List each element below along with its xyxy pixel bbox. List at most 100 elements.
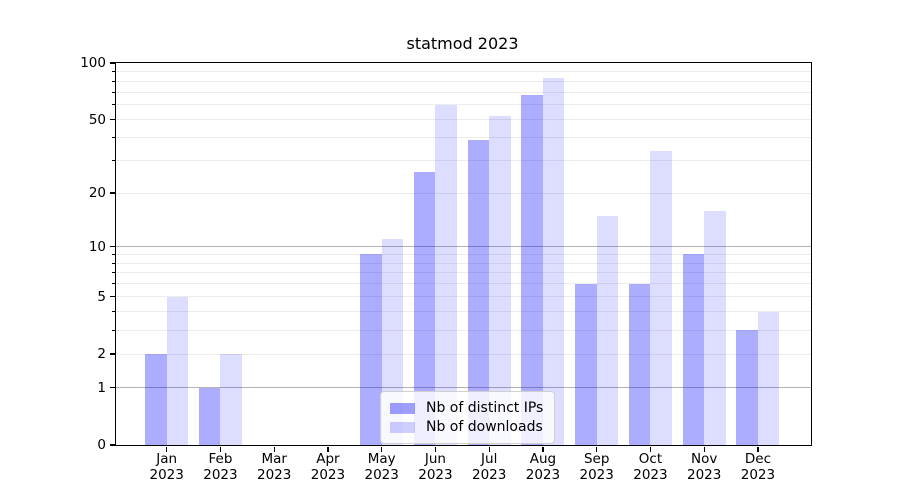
x-tick-month-oct: Oct (638, 451, 663, 467)
bar-nb-of-distinct-ips-aug (521, 94, 543, 445)
x-tick-mark-feb (219, 446, 222, 452)
y-tick-mark-0 (109, 444, 115, 446)
legend-swatch-distinct-ips (390, 402, 415, 414)
bar-nb-of-distinct-ips-nov (682, 254, 705, 445)
x-tick-label-apr: Apr 2023 (293, 451, 363, 483)
x-tick-year-feb: 2023 (203, 467, 238, 483)
gridline-minor-8 (116, 262, 811, 264)
bar-nb-of-downloads-aug (542, 78, 565, 445)
y-minor-tick-4 (111, 311, 115, 313)
legend-row-downloads: Nb of downloads (390, 418, 543, 436)
y-minor-tick-6 (111, 283, 115, 285)
x-tick-month-nov: Nov (691, 451, 718, 467)
x-tick-year-nov: 2023 (687, 467, 722, 483)
x-tick-year-jun: 2023 (418, 467, 453, 483)
x-tick-month-sep: Sep (583, 451, 610, 467)
x-tick-mark-nov (703, 446, 705, 452)
bar-nb-of-downloads-nov (704, 210, 726, 445)
x-tick-mark-apr (327, 446, 329, 452)
y-minor-tick-9 (111, 253, 115, 255)
x-tick-mark-mar (273, 446, 275, 452)
x-tick-mark-jun (434, 446, 437, 452)
y-tick-label-5: 5 (97, 288, 106, 305)
y-tick-mark-5 (109, 296, 115, 298)
y-tick-mark-20 (109, 192, 115, 194)
y-tick-label-100: 100 (80, 55, 106, 71)
y-minor-tick-80 (111, 80, 115, 82)
bar-nb-of-downloads-dec (757, 311, 780, 445)
x-tick-month-apr: Apr (316, 451, 340, 467)
x-tick-label-oct: Oct 2023 (615, 451, 685, 483)
y-minor-tick-70 (111, 91, 115, 93)
x-tick-mark-oct (649, 446, 652, 452)
gridline-minor-2 (116, 353, 811, 355)
x-tick-month-jan: Jan (156, 451, 178, 467)
gridline-minor-50 (116, 119, 811, 121)
y-minor-tick-8 (111, 262, 115, 264)
x-tick-label-sep: Sep 2023 (562, 451, 632, 483)
legend-swatch-downloads (390, 421, 415, 433)
y-tick-mark-10 (109, 245, 115, 248)
gridline-minor-40 (116, 137, 811, 139)
x-tick-year-may: 2023 (364, 467, 399, 483)
y-tick-label-10: 10 (88, 238, 106, 255)
y-tick-mark-100 (109, 62, 115, 64)
bar-nb-of-distinct-ips-jun (413, 172, 436, 445)
gridline-minor-4 (116, 311, 811, 313)
x-tick-month-jul: Jul (481, 451, 498, 467)
x-tick-month-jun: Jun (424, 451, 446, 467)
gridline-minor-7 (116, 272, 811, 274)
x-tick-year-jan: 2023 (149, 467, 184, 483)
y-tick-mark-2 (109, 353, 115, 355)
legend-label-downloads: Nb of downloads (426, 419, 543, 435)
x-tick-mark-jan (166, 446, 168, 452)
gridline-minor-30 (116, 160, 811, 162)
bar-nb-of-downloads-jul (489, 116, 511, 445)
y-minor-tick-40 (111, 137, 115, 139)
bar-nb-of-distinct-ips-may (360, 254, 382, 445)
x-tick-year-apr: 2023 (310, 467, 346, 483)
x-tick-label-jan: Jan 2023 (132, 451, 202, 483)
x-tick-label-jun: Jun 2023 (400, 451, 470, 483)
gridline-minor-90 (116, 71, 811, 73)
x-tick-mark-sep (596, 446, 598, 452)
legend-row-distinct-ips: Nb of distinct IPs (390, 399, 543, 417)
bar-nb-of-distinct-ips-dec (736, 330, 758, 445)
x-tick-label-may: May 2023 (347, 451, 417, 483)
bar-nb-of-distinct-ips-jan (145, 354, 167, 445)
x-tick-year-aug: 2023 (525, 467, 561, 483)
gridline-minor-6 (116, 283, 811, 285)
chart-title: statmod 2023 (406, 34, 519, 53)
x-tick-label-dec: Dec 2023 (723, 451, 793, 483)
y-tick-mark-1 (109, 386, 115, 389)
x-tick-year-oct: 2023 (633, 467, 668, 483)
bar-nb-of-downloads-feb (220, 354, 242, 445)
bar-nb-of-downloads-sep (596, 215, 619, 445)
y-tick-label-0: 0 (97, 437, 106, 453)
y-minor-tick-3 (111, 329, 115, 331)
y-minor-tick-90 (111, 71, 115, 73)
bar-nb-of-downloads-oct (650, 150, 672, 445)
x-tick-year-dec: 2023 (740, 467, 776, 483)
y-minor-tick-60 (111, 104, 115, 106)
y-tick-label-20: 20 (88, 185, 106, 202)
x-tick-year-jul: 2023 (472, 467, 507, 483)
bar-nb-of-downloads-jun (435, 104, 457, 445)
gridline-major-10 (116, 246, 811, 248)
bar-nb-of-distinct-ips-sep (575, 283, 597, 445)
x-tick-label-feb: Feb 2023 (185, 451, 255, 483)
x-tick-month-dec: Dec (744, 451, 771, 467)
gridline-minor-80 (116, 80, 811, 82)
y-tick-label-50: 50 (88, 111, 106, 128)
x-tick-mark-dec (757, 446, 759, 452)
legend: Nb of distinct IPs Nb of downloads (380, 391, 556, 444)
x-tick-mark-aug (542, 446, 544, 452)
gridline-minor-3 (116, 329, 811, 331)
x-tick-label-mar: Mar 2023 (239, 451, 309, 483)
x-tick-mark-jul (488, 446, 490, 452)
x-tick-label-jul: Jul 2023 (454, 451, 524, 483)
bar-nb-of-distinct-ips-feb (198, 387, 221, 445)
bar-nb-of-distinct-ips-oct (628, 283, 651, 445)
x-tick-month-mar: Mar (261, 451, 287, 467)
